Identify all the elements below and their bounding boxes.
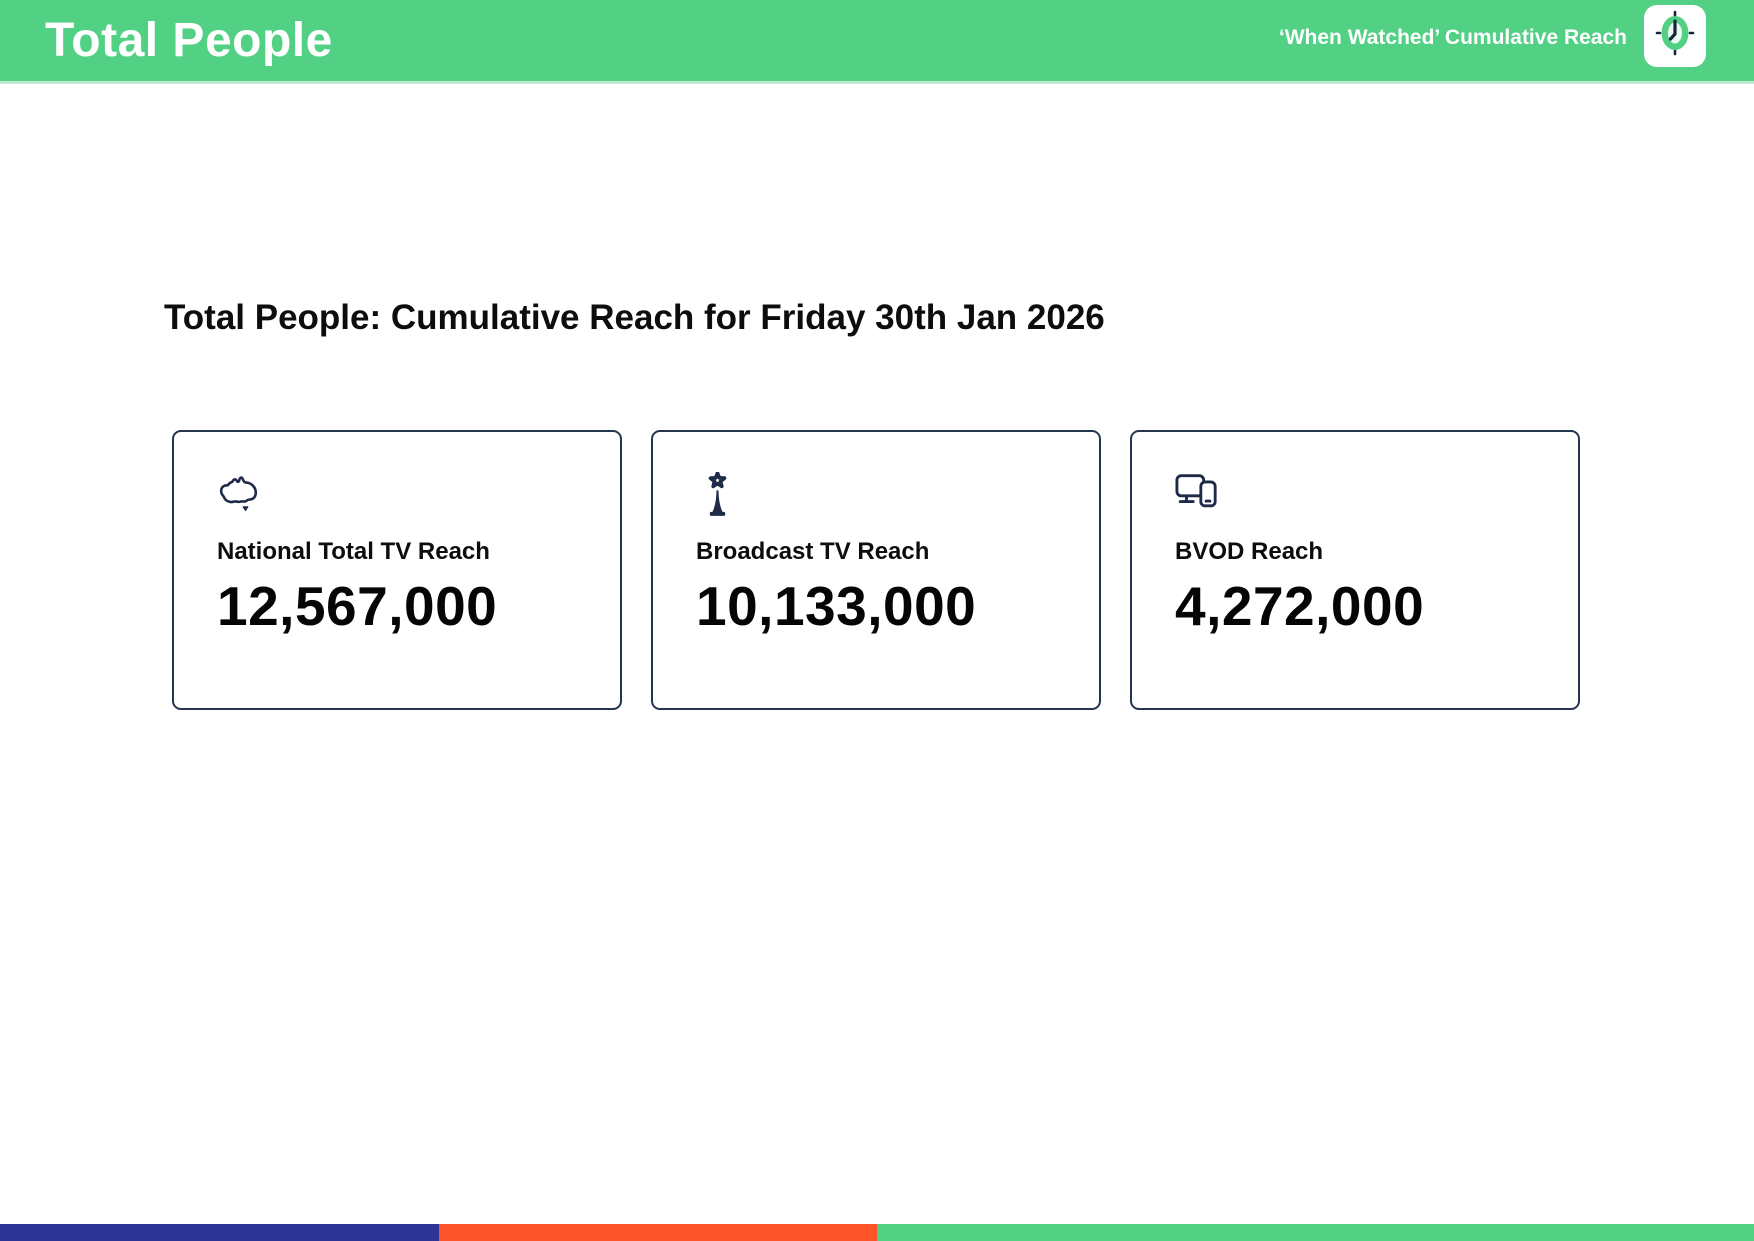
header-bar: Total People ‘When Watched’ Cumulative R… (0, 0, 1754, 84)
kpi-label: National Total TV Reach (217, 538, 490, 565)
clock-icon (1655, 10, 1695, 61)
page-title: Total People (45, 13, 333, 67)
section-heading: Total People: Cumulative Reach for Frida… (164, 298, 1105, 337)
header-subtitle: ‘When Watched’ Cumulative Reach (1278, 26, 1627, 49)
broadcast-tower-icon (696, 472, 1071, 524)
kpi-value: 10,133,000 (696, 575, 977, 637)
footer-segment-navy (0, 1224, 439, 1241)
kpi-value: 12,567,000 (217, 575, 498, 637)
footer-accent-bar (0, 1224, 1754, 1241)
header-right-group: ‘When Watched’ Cumulative Reach (1278, 4, 1706, 67)
australia-map-icon (217, 472, 592, 524)
kpi-card-broadcast-tv-reach: Broadcast TV Reach 10,133,000 (651, 430, 1101, 710)
kpi-card-bvod-reach: BVOD Reach 4,272,000 (1130, 430, 1580, 710)
devices-icon (1175, 472, 1550, 524)
kpi-card-national-total-tv-reach: National Total TV Reach 12,567,000 (172, 430, 622, 710)
kpi-label: BVOD Reach (1175, 538, 1324, 565)
kpi-label: Broadcast TV Reach (696, 538, 930, 565)
footer-segment-green (877, 1224, 1754, 1241)
clock-badge (1644, 4, 1706, 67)
footer-segment-orange (438, 1224, 877, 1241)
kpi-value: 4,272,000 (1175, 575, 1425, 637)
kpi-cards: National Total TV Reach 12,567,000 Broad… (172, 430, 1580, 710)
